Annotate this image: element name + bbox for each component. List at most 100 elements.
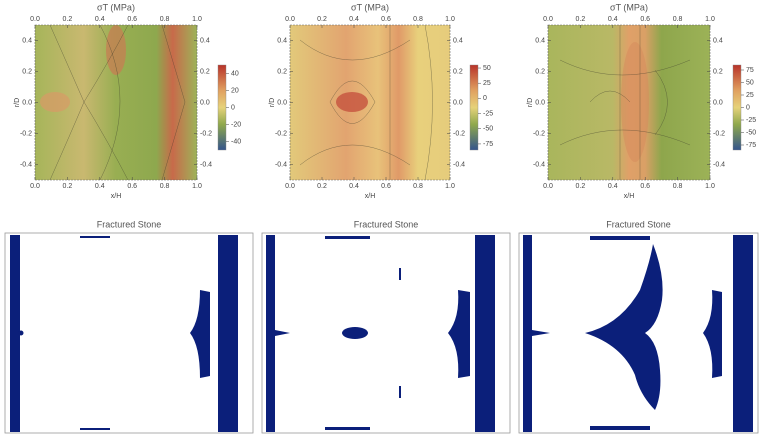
y-axis-label: r/D [527,98,534,107]
x-tick-label-top: 0.6 [127,16,137,23]
y-tick-label-right: 0.4 [200,37,210,44]
x-tick-label-top: 0.6 [381,16,391,23]
y-tick-label-right: -0.2 [453,130,465,137]
y-tick-label: 0.0 [277,99,287,106]
colorbar-tick-label: 25 [483,80,491,87]
colorbar [732,64,742,151]
colorbar-tick-label: 40 [231,70,239,77]
x-tick-label: 0.4 [349,183,359,190]
x-tick-label-top: 0.2 [576,16,586,23]
x-tick-label-top: 0.4 [95,16,105,23]
x-tick-label-top: 1.0 [192,16,202,23]
x-tick-label: 1.0 [705,183,715,190]
fracture-shapes [10,235,753,432]
colorbar-tick-label: 0 [483,95,487,102]
x-tick-label-top: 0.2 [63,16,73,23]
y-tick-label: 0.2 [277,68,287,75]
x-tick-label: 1.0 [192,183,202,190]
colorbar-tick-label: 50 [746,79,754,86]
x-tick-label: 0.6 [640,183,650,190]
x-tick-label-top: 0.4 [349,16,359,23]
colorbar-tick-label: -75 [483,141,493,148]
x-tick-label: 0.2 [576,183,586,190]
colorbar-tick-label: -25 [483,110,493,117]
x-tick-label: 0.6 [127,183,137,190]
y-tick-label-right: 0.2 [453,68,463,75]
y-tick-label: -0.2 [275,130,287,137]
colorbar-tick-label: -20 [231,121,241,128]
x-tick-label-top: 0.8 [413,16,423,23]
y-axis-label: r/D [14,98,21,107]
x-tick-label-top: 0.8 [160,16,170,23]
colorbar-tick-label: -40 [231,138,241,145]
chart-title: σT (MPa) [610,2,648,12]
x-tick-label: 0.2 [317,183,327,190]
colorbar-tick-label: 0 [746,104,750,111]
y-tick-label: 0.4 [535,37,545,44]
plot-frame [261,232,511,434]
x-tick-label: 0.8 [160,183,170,190]
x-tick-label: 0.6 [381,183,391,190]
x-axis-label: x/H [365,193,376,200]
chart-title: σT (MPa) [351,2,389,12]
x-tick-label-top: 0.4 [608,16,618,23]
x-tick-label-top: 1.0 [445,16,455,23]
y-tick-label: -0.2 [20,130,32,137]
x-tick-label: 0.0 [30,183,40,190]
y-tick-label-right: -0.2 [713,130,725,137]
y-tick-label-right: 0.0 [200,99,210,106]
y-tick-label-right: 0.0 [453,99,463,106]
colorbar-tick-label: -50 [746,129,756,136]
y-tick-label: 0.4 [277,37,287,44]
y-tick-label-right: 0.2 [200,68,210,75]
x-tick-label: 0.0 [285,183,295,190]
contour-field [35,24,710,181]
y-tick-label: -0.2 [533,130,545,137]
colorbar-tick-label: -75 [746,142,756,149]
x-tick-label: 0.8 [673,183,683,190]
chart-title: Fractured Stone [97,219,162,229]
colorbar [217,64,227,151]
y-tick-label: -0.4 [275,161,287,168]
x-tick-label: 0.4 [95,183,105,190]
colorbar [469,64,479,151]
colorbar-tick-label: -25 [746,117,756,124]
y-tick-label: -0.4 [533,161,545,168]
x-tick-label: 0.8 [413,183,423,190]
x-tick-label-top: 0.2 [317,16,327,23]
x-tick-label-top: 0.6 [640,16,650,23]
y-tick-label: 0.2 [535,68,545,75]
colorbar-tick-label: 75 [746,67,754,74]
x-tick-label: 0.2 [63,183,73,190]
plot-frame [4,232,254,434]
x-tick-label-top: 1.0 [705,16,715,23]
colorbar-tick-label: -50 [483,126,493,133]
y-tick-label: -0.4 [20,161,32,168]
x-tick-label: 0.0 [543,183,553,190]
y-tick-label: 0.2 [22,68,32,75]
colorbar-tick-label: 0 [231,104,235,111]
colorbar-tick-label: 20 [231,87,239,94]
y-tick-label: 0.0 [535,99,545,106]
x-axis-label: x/H [111,193,122,200]
y-tick-label-right: -0.4 [453,161,465,168]
chart-title: σT (MPa) [97,2,135,12]
y-tick-label: 0.4 [22,37,32,44]
x-tick-label: 0.4 [608,183,618,190]
y-tick-label-right: -0.4 [713,161,725,168]
colorbar-tick-label: 50 [483,65,491,72]
x-tick-label-top: 0.8 [673,16,683,23]
y-tick-label-right: 0.2 [713,68,723,75]
plot-frame [518,232,759,434]
x-axis-label: x/H [624,193,635,200]
y-tick-label-right: -0.4 [200,161,212,168]
chart-title: Fractured Stone [354,219,419,229]
x-tick-label: 1.0 [445,183,455,190]
y-axis-label: r/D [269,98,276,107]
y-tick-label: 0.0 [22,99,32,106]
y-tick-label-right: 0.4 [453,37,463,44]
colorbar-tick-label: 25 [746,92,754,99]
x-tick-label-top: 0.0 [543,16,553,23]
y-tick-label-right: 0.0 [713,99,723,106]
